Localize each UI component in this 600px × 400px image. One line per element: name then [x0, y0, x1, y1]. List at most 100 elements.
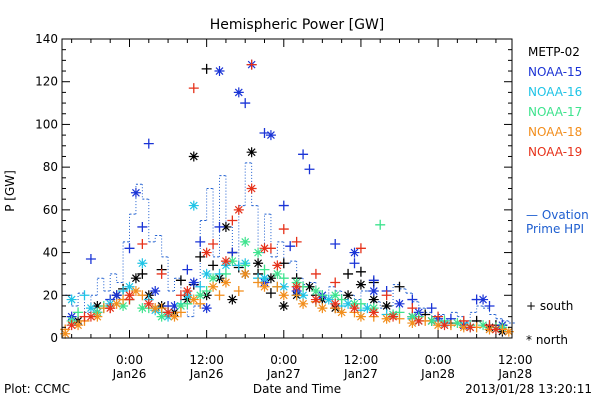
noaa-16-north-point [188, 200, 199, 211]
noaa-18-north-point [407, 318, 418, 329]
noaa-19-south-point [175, 290, 186, 301]
metp-02-north-point [278, 300, 289, 311]
y-tick-label: 100 [35, 117, 58, 131]
noaa-17-north-point [272, 268, 283, 279]
noaa-19-north-point [330, 298, 341, 309]
legend-entry-noaa-16: NOAA-16 [528, 85, 582, 99]
noaa-18-north-point [169, 311, 180, 322]
noaa-18-south-point [214, 290, 225, 301]
noaa-18-north-point [336, 307, 347, 318]
metp-02-north-point [343, 290, 354, 301]
y-tick-label: 60 [43, 203, 58, 217]
noaa-19-south-point [208, 239, 219, 250]
legend-entry-noaa-18: NOAA-18 [528, 125, 582, 139]
x-axis-label: Date and Time [253, 382, 341, 396]
noaa-17-south-point [220, 268, 231, 279]
noaa-15-south-point [349, 258, 360, 269]
metp-02-north-point [188, 151, 199, 162]
metp-02-north-point [368, 294, 379, 305]
noaa-15-north-point [394, 298, 405, 309]
noaa-15-south-point [368, 275, 379, 286]
noaa-17-north-point [208, 273, 219, 284]
legend-entry-noaa-17: NOAA-17 [528, 105, 582, 119]
noaa-18-north-point [220, 277, 231, 288]
y-axis-label: P [GW] [3, 170, 17, 212]
ovation-legend-line1: — Ovation [526, 208, 589, 222]
x-tick-label-date: Jan28 [497, 367, 532, 381]
metp-02-south-point [265, 288, 276, 299]
noaa-16-north-point [343, 298, 354, 309]
metp-02-north-point [130, 273, 141, 284]
noaa-17-north-point [240, 236, 251, 247]
metp-02-south-point [195, 251, 206, 262]
noaa-18-north-point [92, 311, 103, 322]
noaa-18-north-point [317, 303, 328, 314]
noaa-19-south-point [381, 290, 392, 301]
noaa-17-south-point [201, 286, 212, 297]
noaa-19-south-point [433, 311, 444, 322]
metp-02-north-point [227, 294, 238, 305]
noaa-17-north-point [310, 286, 321, 297]
noaa-17-south-point [278, 273, 289, 284]
noaa-19-north-point [85, 311, 96, 322]
noaa-18-north-point [188, 294, 199, 305]
noaa-18-north-point [381, 313, 392, 324]
noaa-18-north-point [433, 320, 444, 331]
noaa-18-north-point [130, 286, 141, 297]
noaa-19-south-point [137, 239, 148, 250]
noaa-17-south-point [182, 298, 193, 309]
noaa-15-south-point [259, 127, 270, 138]
noaa-17-south-point [73, 307, 84, 318]
noaa-16-north-point [137, 258, 148, 269]
noaa-19-south-point [246, 59, 257, 70]
metp-02-north-point [381, 300, 392, 311]
noaa-15-south-point [85, 253, 96, 264]
noaa-16-north-point [259, 273, 270, 284]
noaa-18-north-point [298, 298, 309, 309]
noaa-15-north-point [111, 290, 122, 301]
noaa-19-south-point [278, 224, 289, 235]
metp-02-south-point [343, 268, 354, 279]
noaa-15-north-point [233, 87, 244, 98]
noaa-17-north-point [426, 315, 437, 326]
noaa-15-north-point [368, 286, 379, 297]
noaa-19-north-point [246, 183, 257, 194]
x-tick-label-date: Jan26 [189, 367, 224, 381]
noaa-15-south-point [285, 241, 296, 252]
noaa-19-south-point [407, 303, 418, 314]
noaa-16-north-point [298, 290, 309, 301]
noaa-15-north-point [265, 130, 276, 141]
noaa-18-south-point [137, 290, 148, 301]
noaa-15-south-point [407, 294, 418, 305]
noaa-17-north-point [137, 303, 148, 314]
noaa-19-north-point [413, 315, 424, 326]
footer-timestamp: 2013/01/28 13:20:11 [465, 382, 592, 396]
metp-02-south-point [394, 281, 405, 292]
metp-02-south-point [137, 268, 148, 279]
noaa-19-north-point [388, 311, 399, 322]
noaa-17-north-point [478, 320, 489, 331]
noaa-15-north-point [150, 286, 161, 297]
noaa-15-south-point [182, 264, 193, 275]
noaa-16-north-point [362, 303, 373, 314]
legend: METP-02 NOAA-15 NOAA-16 NOAA-17 NOAA-18 NOAA-… [528, 45, 582, 159]
noaa-17-north-point [118, 300, 129, 311]
noaa-17-south-point [336, 294, 347, 305]
noaa-17-south-point [375, 219, 386, 230]
footer-plot-credit: Plot: CCMC [4, 382, 70, 396]
noaa-18-north-point [259, 281, 270, 292]
noaa-19-north-point [66, 320, 77, 331]
noaa-16-south-point [118, 286, 129, 297]
noaa-19-south-point [310, 268, 321, 279]
noaa-17-north-point [253, 247, 264, 258]
noaa-19-north-point [124, 290, 135, 301]
scatter-points [60, 59, 514, 339]
noaa-17-north-point [156, 311, 167, 322]
noaa-19-north-point [220, 256, 231, 267]
noaa-15-south-point [484, 300, 495, 311]
noaa-19-north-point [368, 307, 379, 318]
noaa-18-north-point [278, 290, 289, 301]
noaa-16-north-point [278, 281, 289, 292]
y-tick-label: 0 [50, 331, 58, 345]
metp-02-north-point [246, 147, 257, 158]
